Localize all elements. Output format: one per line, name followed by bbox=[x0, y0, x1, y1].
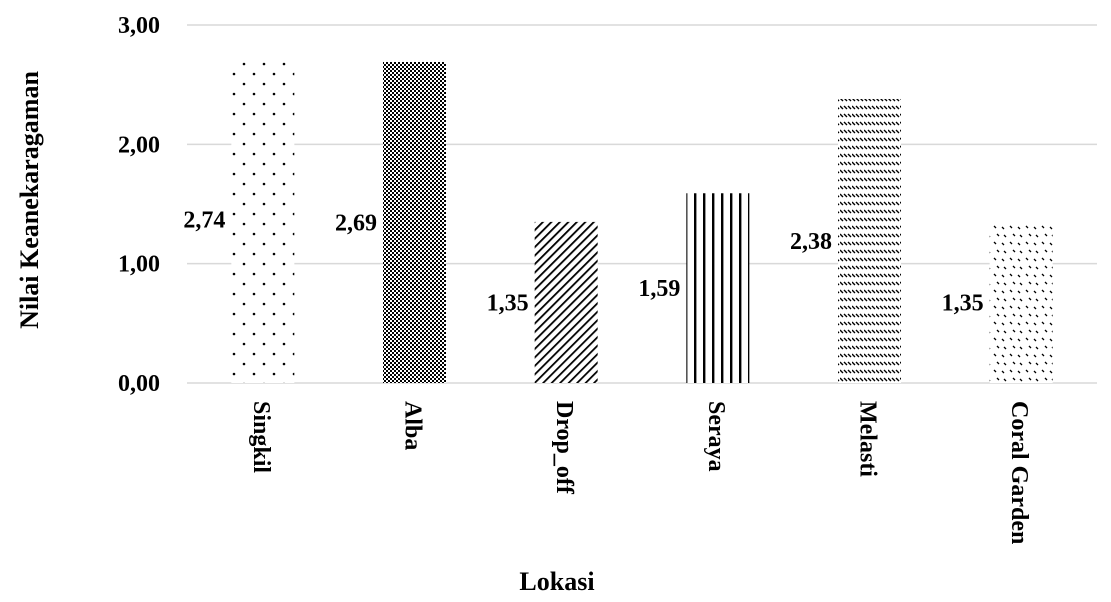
data-label: 2,38 bbox=[790, 229, 832, 255]
y-axis-title: Nilai Keanekaragaman bbox=[15, 71, 44, 329]
y-tick-labels: 0,00 1,00 2,00 3,00 bbox=[118, 13, 160, 397]
x-axis-title: Lokasi bbox=[519, 567, 594, 596]
gridlines bbox=[187, 25, 1097, 383]
category-label: Alba bbox=[400, 401, 426, 450]
y-tick-label: 2,00 bbox=[118, 132, 160, 158]
category-label: Drop_off bbox=[551, 401, 577, 495]
bar-melasti bbox=[838, 99, 901, 383]
category-label: Melasti bbox=[855, 401, 881, 477]
data-label: 1,59 bbox=[638, 276, 680, 302]
bar-drop-off bbox=[535, 222, 598, 383]
category-label: Seraya bbox=[703, 401, 729, 472]
category-label: Singkil bbox=[248, 401, 274, 473]
category-labels: Singkil Alba Drop_off Seraya Melasti Coral Ga… bbox=[248, 401, 1032, 544]
bar-coral-garden bbox=[990, 222, 1053, 383]
bar-singkil bbox=[231, 56, 294, 383]
data-label: 2,69 bbox=[335, 210, 377, 236]
data-label: 1,35 bbox=[487, 290, 529, 316]
data-label: 1,35 bbox=[942, 290, 984, 316]
category-label: Coral Garden bbox=[1006, 401, 1032, 544]
data-label: 2,74 bbox=[183, 208, 225, 234]
bar-alba bbox=[383, 62, 446, 383]
bar-seraya bbox=[686, 193, 749, 383]
y-tick-label: 1,00 bbox=[118, 252, 160, 278]
y-tick-label: 0,00 bbox=[118, 371, 160, 397]
y-tick-label: 3,00 bbox=[118, 13, 160, 39]
